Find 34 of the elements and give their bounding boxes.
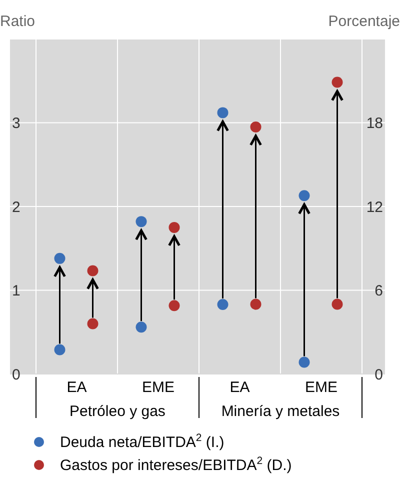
y2-tick-label: 18 xyxy=(366,115,383,132)
text: Petróleo y gas xyxy=(70,403,166,420)
legend-label: Deuda neta/EBITDA$^{2}$ (I.) xyxy=(60,432,224,451)
y2-tick-label: 0 xyxy=(374,366,383,384)
point xyxy=(250,121,262,132)
point xyxy=(332,76,343,88)
point xyxy=(136,322,147,333)
x-tick-label: EA xyxy=(66,379,87,396)
y-tick-label: 3 xyxy=(12,115,20,132)
text: Minería y metales xyxy=(221,403,340,420)
point xyxy=(54,344,66,356)
y-axis-title: Ratio xyxy=(0,13,36,30)
point xyxy=(250,298,262,310)
x-tick-label: EME xyxy=(304,379,338,396)
point xyxy=(168,300,180,312)
legend-label: Gastos por intereses/EBITDA$^{2}$ (D.) xyxy=(60,455,292,474)
point xyxy=(168,222,180,233)
x-tick-label: EME xyxy=(142,379,175,396)
point xyxy=(298,190,310,202)
point xyxy=(217,107,228,118)
y-tick-label: 0 xyxy=(12,366,20,384)
point xyxy=(217,298,228,310)
point xyxy=(332,298,343,310)
point xyxy=(54,252,66,264)
point xyxy=(87,318,98,330)
y2-axis-title: Porcentaje xyxy=(328,13,400,30)
point xyxy=(298,356,310,368)
x-tick-label: EA xyxy=(230,379,250,396)
y2-tick-label: 12 xyxy=(366,198,383,216)
point xyxy=(87,265,98,276)
y-tick-label: 2 xyxy=(12,198,20,216)
point xyxy=(136,216,147,228)
y2-tick-label: 6 xyxy=(374,282,383,300)
y-tick-label: 1 xyxy=(12,282,20,300)
